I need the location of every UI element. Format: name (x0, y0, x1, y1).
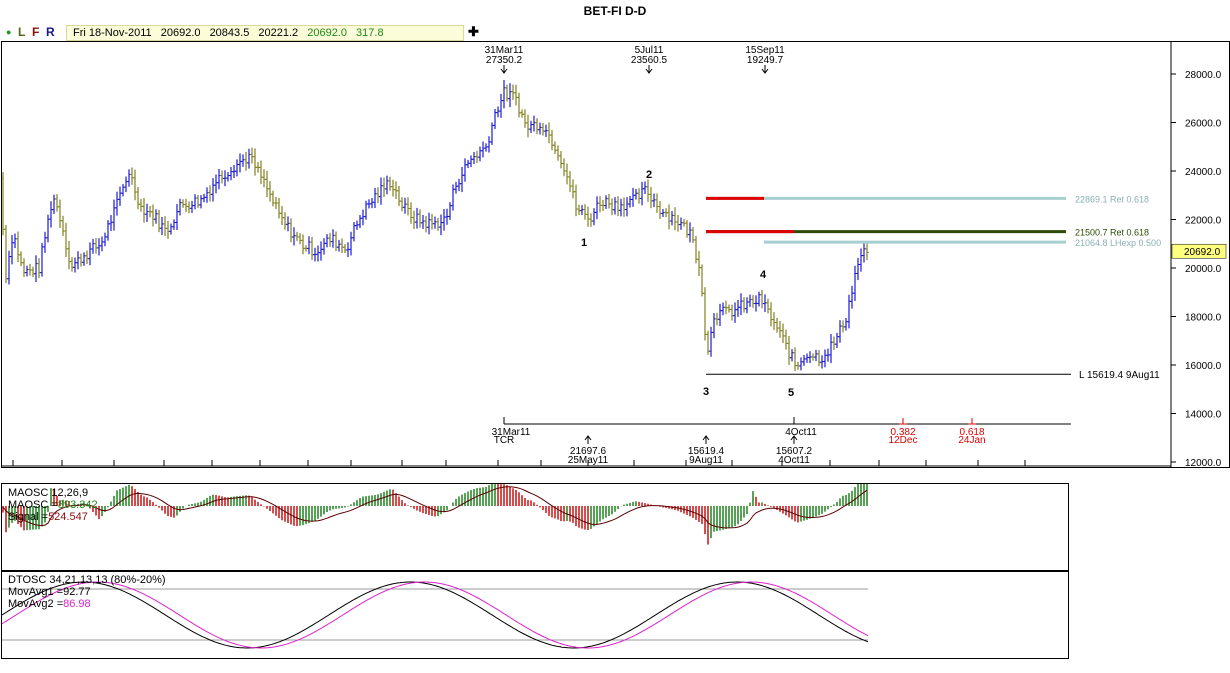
peak-date-label: 5Jul11 (635, 45, 664, 56)
y-tick-label: 18000.0 (1185, 313, 1222, 324)
movavg1-row: MovAvg1 =92.77 (8, 586, 166, 598)
y-tick-label: 12000.0 (1185, 458, 1222, 467)
price-pane[interactable]: 28000.0 26000.0 24000.0 22000.0 20000.0 18000… (1, 41, 1230, 482)
down-arrow-icon (761, 65, 769, 74)
time-marker-sublabel: 9Aug11 (689, 455, 723, 466)
y-tick-label: 14000.0 (1185, 410, 1222, 421)
signal-label: Signal = (8, 511, 49, 523)
status-change: 317.8 (356, 27, 384, 39)
y-tick-label: 20000.0 (1185, 264, 1222, 275)
y-tick-label: 26000.0 (1185, 119, 1222, 130)
low-level-label: L 15619.4 9Aug11 (1079, 370, 1160, 381)
peak-value-label: 23560.5 (631, 55, 668, 66)
l-button[interactable]: L (18, 25, 26, 39)
status-open: 20692.0 (160, 27, 201, 39)
wave-count-label: 5 (788, 387, 794, 399)
last-price-box (1171, 243, 1227, 259)
time-marker-label: 15607.2 (776, 446, 813, 457)
dtosc-movavg2-line (1, 581, 869, 649)
time-marker-sublabel: TCR (494, 435, 515, 446)
wave-count-label: 1 (581, 237, 587, 249)
maosc-chart (2, 484, 868, 545)
movavg2-label: MovAvg2 = (8, 598, 64, 610)
plus-icon[interactable]: ✚ (468, 24, 479, 39)
peak-value-label: 19249.7 (747, 55, 784, 66)
green-dot-icon[interactable]: ● (6, 27, 12, 37)
maosc-title: MAOSC 12,26,9 (8, 487, 89, 499)
status-date: Fri 18-Nov-2011 (73, 27, 152, 39)
fib-time-date: 12Dec (889, 435, 918, 446)
fib-time-marker (968, 418, 976, 425)
dtosc-title: DTOSC 34,21,13,13 (80%-20%) (8, 574, 166, 586)
dtosc-pane[interactable]: DTOSC 34,21,13,13 (80%-20%) MovAvg1 =92.… (1, 571, 1069, 659)
toolbar: ● L F R Fri 18-Nov-2011 20692.0 20843.5 … (0, 24, 1230, 41)
last-price-label: 20692.0 (1184, 247, 1221, 258)
fib-time-ratio: 0.618 (959, 427, 984, 438)
dtosc-movavg1-line (1, 581, 869, 649)
status-high: 20843.5 (209, 27, 250, 39)
dtosc-legend: DTOSC 34,21,13,13 (80%-20%) MovAvg1 =92.… (8, 574, 166, 610)
maosc-legend: MAOSC 12,26,9 MAOSC =893.342 Signal =524… (8, 487, 98, 523)
down-arrow-icon (500, 65, 508, 74)
maosc-label: MAOSC = (8, 499, 58, 511)
y-tick-label: 22000.0 (1185, 216, 1222, 227)
time-marker-sublabel: 4Oct11 (778, 455, 810, 466)
fib-time-date: 24Jan (958, 435, 985, 446)
time-marker-label: 15619.4 (688, 446, 725, 457)
retracement-level-label: 22869.1 Ret 0.618 (1075, 194, 1149, 204)
price-chart: 28000.0 26000.0 24000.0 22000.0 20000.0 18000… (1, 42, 1227, 482)
wave-count-label: 2 (646, 169, 652, 181)
y-tick-label: 28000.0 (1185, 70, 1222, 81)
chart-title: BET-FI D-D (0, 0, 1230, 22)
movavg2-row: MovAvg2 =86.98 (8, 598, 166, 610)
peak-date-label: 15Sep11 (745, 45, 785, 56)
maosc-value-row: MAOSC =893.342 (8, 499, 98, 511)
ohlc-status-bar: Fri 18-Nov-2011 20692.0 20843.5 20221.2 … (66, 25, 464, 41)
y-tick-label: 24000.0 (1185, 167, 1222, 178)
time-marker-label: 4Oct11 (785, 427, 817, 438)
wave-count-label: 3 (703, 386, 709, 398)
down-arrow-icon (645, 65, 653, 74)
retracement-level-label: 21064.8 LHexp 0.500 (1075, 238, 1161, 248)
peak-date-label: 31Mar11 (485, 45, 524, 56)
y-tick-label: 16000.0 (1185, 361, 1222, 372)
time-marker-label: 31Mar11 (492, 427, 531, 438)
up-arrow-icon (790, 435, 798, 444)
maosc-value: 893.342 (57, 499, 98, 511)
status-close: 20692.0 (307, 27, 347, 39)
fib-time-marker (899, 418, 907, 425)
movavg1-value: 92.77 (63, 586, 91, 598)
fib-time-ratio: 0.382 (890, 427, 915, 438)
peak-value-label: 27350.2 (486, 55, 523, 66)
signal-value: 524.547 (48, 511, 88, 523)
status-low: 20221.2 (258, 27, 299, 39)
maosc-pane[interactable]: MAOSC 12,26,9 MAOSC =893.342 Signal =524… (1, 483, 1069, 571)
f-button[interactable]: F (32, 25, 40, 39)
signal-value-row: Signal =524.547 (8, 511, 98, 523)
r-button[interactable]: R (46, 25, 55, 39)
retracement-level-label: 21500.7 Ret 0.618 (1075, 228, 1149, 238)
movavg1-label: MovAvg1 = (8, 586, 64, 598)
dtosc-chart (1, 581, 869, 649)
movavg2-value: 86.98 (63, 598, 91, 610)
wave-count-label: 4 (760, 269, 767, 281)
time-marker-sublabel: 25May11 (568, 455, 609, 466)
up-arrow-icon (584, 435, 592, 444)
maosc-signal-line (2, 486, 868, 529)
up-arrow-icon (702, 435, 710, 444)
time-marker-label: 21697.6 (570, 446, 607, 457)
